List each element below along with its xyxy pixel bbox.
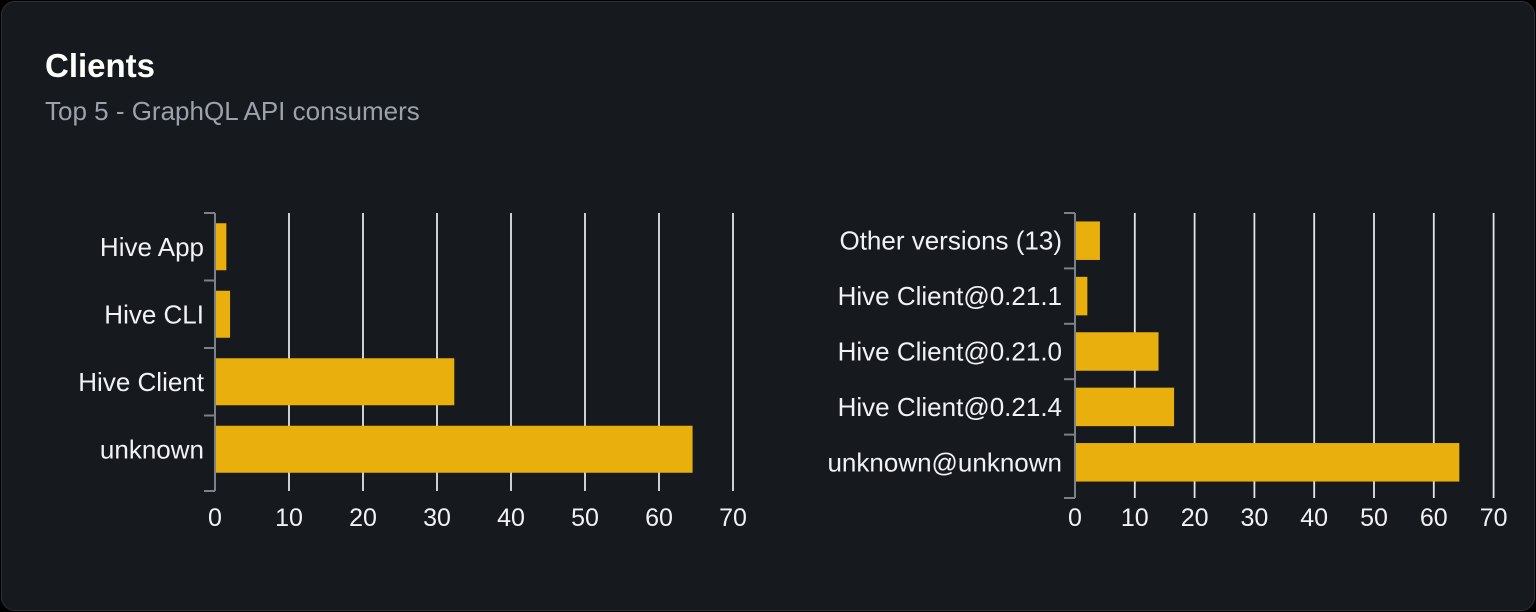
x-tick-label: 20: [1181, 504, 1209, 532]
bar: [216, 425, 693, 473]
bar: [1076, 221, 1100, 260]
x-tick-label: 30: [1240, 504, 1268, 532]
category-label: Other versions (13): [839, 226, 1062, 256]
category-label: Hive Client@0.21.0: [838, 337, 1062, 367]
x-tick-label: 40: [1300, 504, 1328, 532]
category-label: Hive Client: [78, 367, 204, 397]
x-tick-label: 50: [571, 504, 599, 532]
clients-by-name-bar-chart: Hive App Hive CLI Hive Client unknown 0 10 20 3…: [78, 212, 747, 532]
x-tick-label: 50: [1360, 504, 1388, 532]
bar: [216, 358, 455, 406]
x-tick-label: 40: [497, 504, 525, 532]
x-tick-label: 0: [1068, 504, 1082, 532]
bar: [1076, 387, 1175, 427]
page-title: Clients: [45, 47, 156, 84]
x-tick-label: 10: [1121, 504, 1149, 532]
category-label: unknown: [100, 434, 204, 464]
x-tick-label: 20: [349, 504, 377, 532]
x-tick-label: 10: [275, 504, 303, 532]
x-tick-label: 70: [719, 504, 747, 532]
bar: [216, 290, 231, 338]
x-tick-label: 0: [208, 504, 222, 532]
bar: [1076, 276, 1088, 316]
x-tick-label: 60: [1420, 504, 1448, 532]
bar: [1076, 443, 1460, 482]
x-tick-label: 60: [645, 504, 673, 532]
bar: [1076, 332, 1159, 371]
category-label: Hive App: [100, 232, 204, 262]
x-tick-label: 30: [423, 504, 451, 532]
bar: [216, 223, 227, 271]
category-label: Hive Client@0.21.4: [838, 392, 1062, 422]
page-subtitle: Top 5 - GraphQL API consumers: [45, 96, 420, 126]
category-label: Hive CLI: [104, 299, 204, 329]
category-label: unknown@unknown: [827, 447, 1062, 477]
clients-by-version-bar-chart: Other versions (13) Hive Client@0.21.1 Hiv…: [827, 212, 1508, 532]
category-label: Hive Client@0.21.1: [838, 281, 1062, 311]
x-tick-label: 70: [1480, 504, 1508, 532]
